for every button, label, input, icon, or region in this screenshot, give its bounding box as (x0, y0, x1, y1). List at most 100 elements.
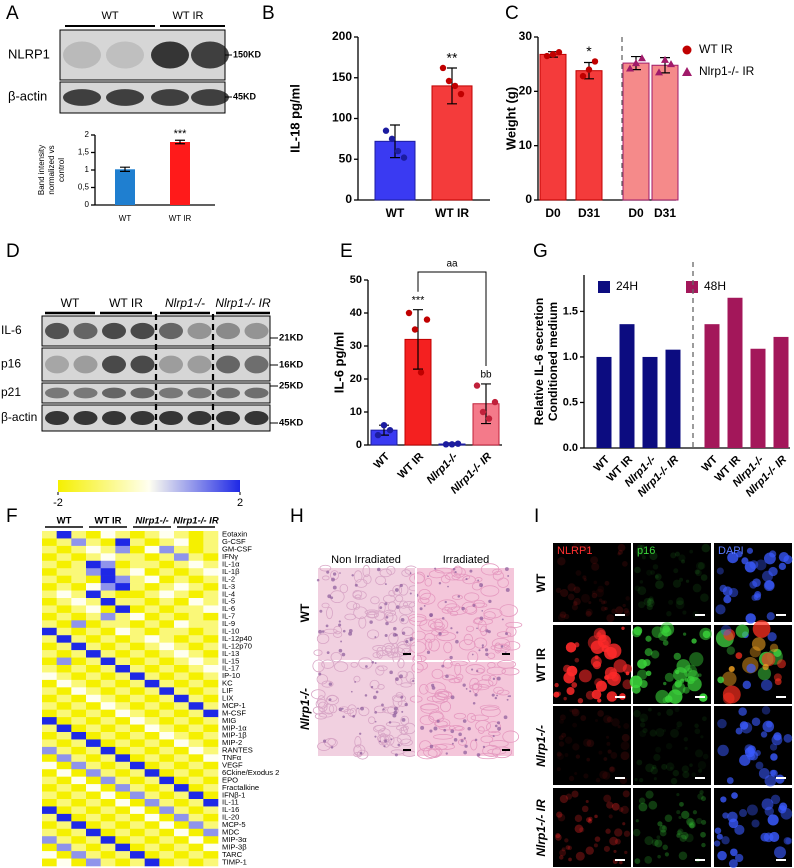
fluorescence (665, 762, 675, 772)
heatmap-cell (86, 612, 101, 621)
heatmap-cell (42, 553, 57, 562)
fluorescence (572, 722, 578, 728)
row-label: IL-12p70 (222, 641, 252, 650)
nucleus (476, 753, 481, 757)
heatmap-cell (130, 545, 145, 554)
fluorescence (655, 689, 670, 704)
fluorescence (567, 845, 573, 851)
heatmap-cell (100, 813, 116, 822)
blot-band (244, 355, 269, 374)
heatmap-cell (130, 627, 145, 636)
tissue-cell (377, 684, 385, 690)
panel-letter: B (262, 3, 275, 24)
legend-marker (598, 281, 610, 293)
row-label: IFNβ-1 (222, 790, 245, 799)
heatmap-cell (56, 560, 72, 569)
fluorescence (634, 858, 641, 865)
fluorescence (687, 669, 699, 682)
fluorescence (559, 718, 564, 724)
fluorescence (652, 764, 657, 770)
heatmap-cell (130, 560, 145, 569)
tissue-cell (383, 609, 397, 617)
column-label: NLRP1 (557, 545, 592, 557)
fluorescence (676, 597, 684, 606)
heatmap-cell (100, 732, 116, 740)
fluorescence (672, 769, 680, 777)
row-label: MIP-1α (222, 723, 247, 732)
fluorescence (774, 846, 787, 859)
heatmap-cell (56, 828, 72, 837)
y-tick-label: 0 (85, 200, 90, 209)
heatmap-cell (115, 761, 131, 770)
colorbar-label: 2 (237, 497, 243, 509)
fluorescence (713, 840, 721, 847)
micrograph (633, 706, 711, 785)
tissue-cell (458, 738, 468, 746)
heatmap-cell (100, 545, 116, 554)
tissue-cell (479, 704, 500, 711)
tissue-cell (434, 720, 448, 728)
tissue-cell (505, 621, 523, 628)
heatmap-cell (71, 739, 87, 748)
fluorescence (659, 824, 668, 833)
heatmap-cell (115, 568, 131, 576)
fluorescence (717, 718, 727, 729)
fluorescence (723, 595, 732, 604)
fluorescence (764, 774, 777, 787)
heatmap-cell (203, 575, 219, 584)
heatmap-cell (86, 739, 101, 748)
nucleus (485, 652, 489, 656)
heatmap-cell (86, 799, 101, 807)
heatmap-cell (144, 583, 160, 591)
tissue-cell (366, 610, 379, 619)
heatmap-cell (130, 709, 145, 718)
heatmap-cell (144, 828, 160, 837)
heatmap-cell (174, 612, 189, 621)
fluorescence (611, 802, 620, 811)
fluorescence (598, 598, 603, 602)
tissue-cell (480, 585, 500, 597)
heatmap-cell (56, 635, 72, 643)
y-tick-label: 0 (525, 192, 532, 206)
x-tick-label: D0 (628, 206, 644, 220)
heatmap-cell (159, 828, 175, 837)
heatmap-cell (188, 784, 204, 792)
heatmap-cell (86, 717, 101, 725)
heatmap-cell (130, 784, 145, 792)
fluorescence (730, 848, 738, 857)
y-axis-label: control (57, 158, 66, 182)
legend-marker (686, 281, 698, 293)
fluorescence (574, 824, 584, 834)
fluorescence (558, 855, 564, 860)
heatmap-cell (174, 553, 189, 562)
tissue-cell (502, 730, 520, 743)
heatmap-cell (71, 813, 87, 822)
fluorescence (603, 757, 608, 761)
heatmap-cell (56, 575, 72, 584)
blot-band (73, 410, 98, 426)
heatmap-cell (56, 665, 72, 673)
fluorescence (722, 812, 729, 819)
nucleus (370, 685, 374, 689)
heatmap-cell (144, 784, 160, 792)
nucleus (450, 627, 453, 630)
nucleus (426, 650, 431, 655)
heatmap-cell (144, 575, 160, 584)
fluorescence (775, 774, 785, 784)
blot-band (73, 322, 98, 340)
tissue-cell (454, 662, 462, 676)
tissue-cell (399, 614, 409, 625)
fluorescence (689, 652, 704, 667)
nucleus (455, 639, 459, 644)
tissue-cell (356, 749, 369, 760)
nucleus (399, 583, 403, 588)
heatmap-cell (86, 679, 101, 688)
row-label: VEGF (222, 761, 243, 770)
fluorescence (647, 597, 654, 605)
fluorescence (655, 727, 665, 737)
heatmap-cell (188, 665, 204, 673)
fluorescence (635, 819, 639, 823)
tissue-cell (483, 608, 503, 619)
fluorescence (585, 846, 594, 855)
